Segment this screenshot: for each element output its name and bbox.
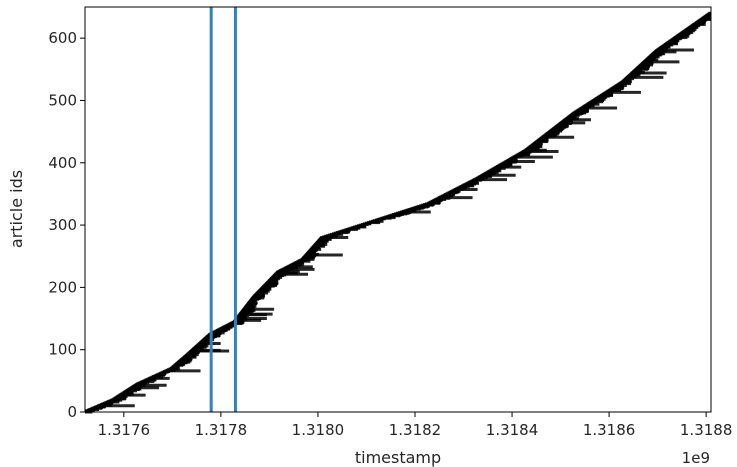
x-offset-label: 1e9 (682, 449, 710, 467)
x-axis-label: timestamp (355, 448, 441, 467)
y-tick-label: 100 (48, 341, 77, 359)
y-tick-label: 200 (48, 278, 77, 296)
plot-background (85, 7, 711, 412)
x-tick-label: 1.3182 (389, 421, 442, 439)
vertical-lines (209, 7, 237, 412)
x-tick-label: 1.3188 (680, 421, 733, 439)
y-tick-label: 500 (48, 91, 77, 109)
x-tick-label: 1.3176 (98, 421, 151, 439)
y-tick-label: 0 (67, 403, 77, 421)
y-axis: 0 100 200 300 400 500 600 (48, 29, 85, 421)
x-tick-label: 1.3186 (583, 421, 636, 439)
plot-frame (84, 6, 712, 413)
x-tick-label: 1.3178 (195, 421, 248, 439)
x-tick-label: 1.3184 (486, 421, 539, 439)
data-layer (85, 11, 711, 414)
x-tick-label: 1.3180 (292, 421, 345, 439)
y-tick-label: 600 (48, 29, 77, 47)
x-axis: 1.3176 1.3178 1.3180 1.3182 1.3184 1.3186 1.31… (98, 412, 733, 439)
y-axis-label: article ids (7, 170, 26, 248)
y-tick-label: 300 (48, 216, 77, 234)
y-tick-label: 400 (48, 154, 77, 172)
